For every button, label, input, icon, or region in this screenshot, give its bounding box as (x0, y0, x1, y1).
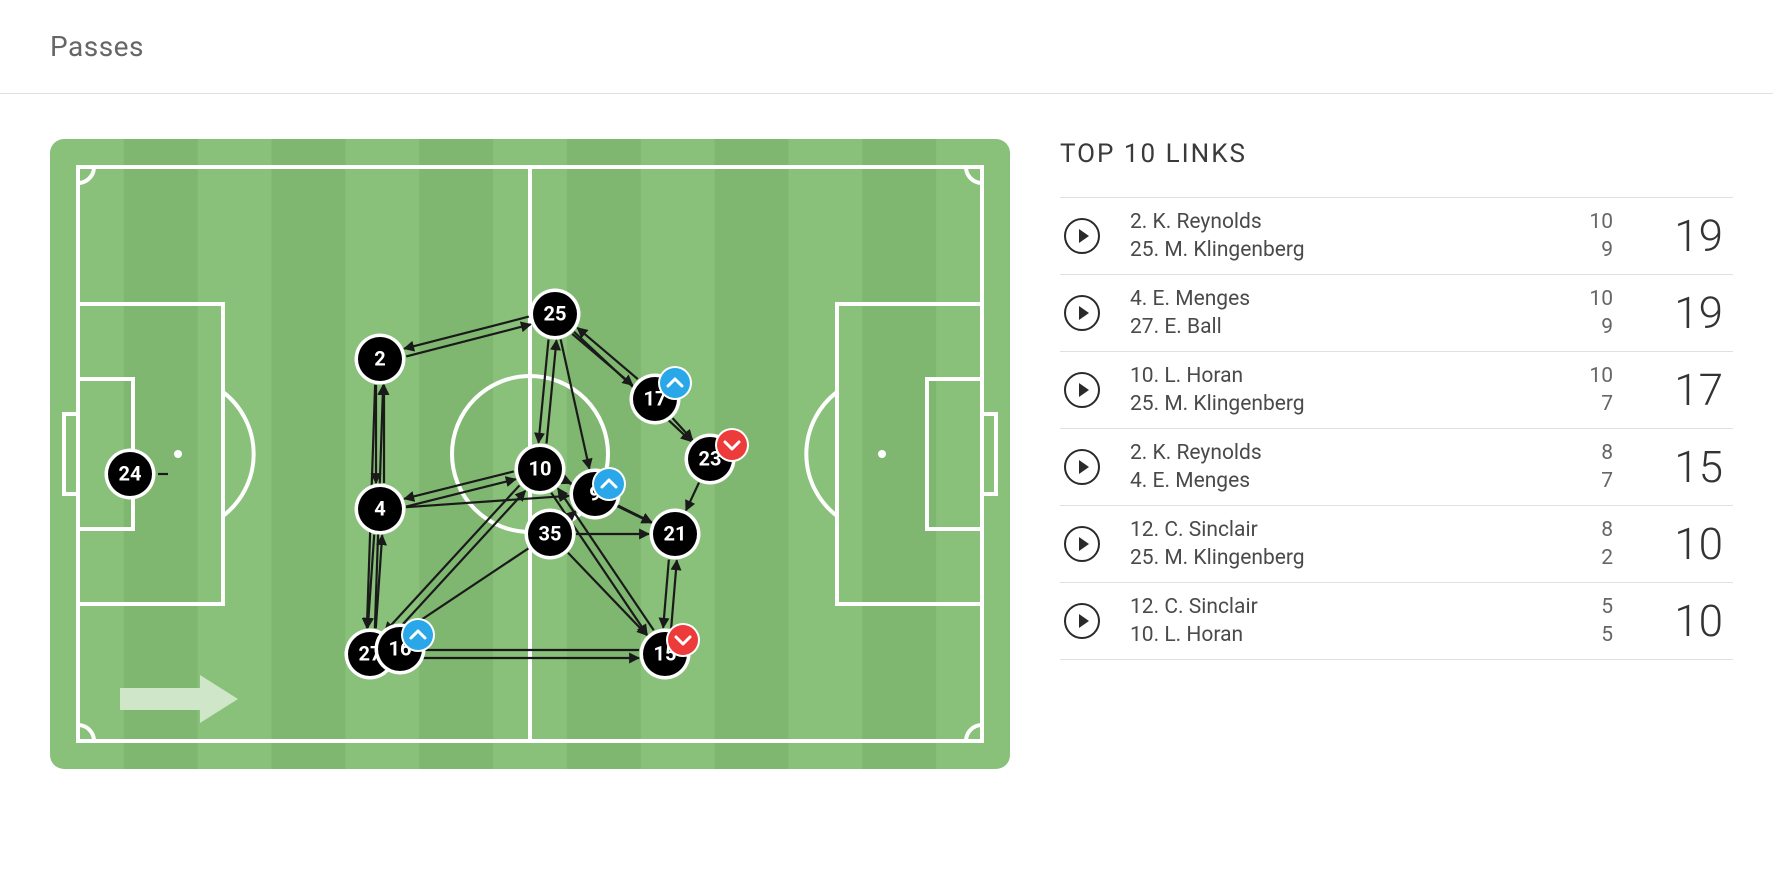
link-player-1: 4. E. Menges (1130, 287, 1577, 311)
player-node-label: 10 (529, 456, 552, 480)
link-player-1: 12. C. Sinclair (1130, 595, 1589, 619)
link-total: 17 (1653, 364, 1723, 416)
play-icon[interactable] (1064, 449, 1100, 485)
sub-in-icon (592, 467, 626, 501)
link-count-2: 9 (1601, 315, 1613, 339)
link-players: 4. E. Menges 27. E. Ball (1130, 287, 1577, 339)
link-player-2: 4. E. Menges (1130, 469, 1589, 493)
sub-in-icon (658, 366, 692, 400)
link-count-1: 8 (1601, 441, 1613, 465)
link-players: 2. K. Reynolds 25. M. Klingenberg (1130, 210, 1577, 262)
link-player-1: 10. L. Horan (1130, 364, 1577, 388)
link-player-2: 25. M. Klingenberg (1130, 238, 1577, 262)
player-node[interactable]: 21 (650, 509, 701, 560)
link-counts: 82 (1601, 518, 1613, 570)
link-player-2: 25. M. Klingenberg (1130, 392, 1577, 416)
link-player-2: 27. E. Ball (1130, 315, 1577, 339)
top-links-list: 2. K. Reynolds25. M. Klingenberg109194. … (1060, 197, 1733, 660)
play-icon[interactable] (1064, 218, 1100, 254)
link-counts: 87 (1601, 441, 1613, 493)
link-player-2: 10. L. Horan (1130, 623, 1589, 647)
page-title: Passes (50, 30, 1733, 63)
link-count-1: 10 (1589, 364, 1613, 388)
play-icon[interactable] (1064, 603, 1100, 639)
header-region: Passes (0, 0, 1773, 94)
link-count-2: 7 (1601, 392, 1613, 416)
player-node-label: 4 (374, 496, 385, 520)
pitch-svg: 24225410935172321271615 (50, 139, 1010, 769)
link-count-2: 5 (1601, 623, 1613, 647)
link-count-1: 5 (1601, 595, 1613, 619)
link-player-1: 2. K. Reynolds (1130, 210, 1577, 234)
player-node-label: 24 (119, 461, 142, 485)
sub-out-icon (666, 623, 700, 657)
link-players: 2. K. Reynolds 4. E. Menges (1130, 441, 1589, 493)
sub-out-icon (715, 428, 749, 462)
link-count-1: 8 (1601, 518, 1613, 542)
link-total: 10 (1653, 518, 1723, 570)
link-row[interactable]: 12. C. Sinclair25. M. Klingenberg8210 (1060, 506, 1733, 583)
link-player-1: 2. K. Reynolds (1130, 441, 1589, 465)
link-count-2: 9 (1601, 238, 1613, 262)
link-count-2: 7 (1601, 469, 1613, 493)
link-counts: 109 (1589, 210, 1613, 262)
link-total: 10 (1653, 595, 1723, 647)
link-row[interactable]: 2. K. Reynolds25. M. Klingenberg10919 (1060, 197, 1733, 275)
play-icon[interactable] (1064, 295, 1100, 331)
link-count-1: 10 (1589, 287, 1613, 311)
link-row[interactable]: 12. C. Sinclair10. L. Horan5510 (1060, 583, 1733, 660)
play-icon[interactable] (1064, 372, 1100, 408)
link-players: 12. C. Sinclair 10. L. Horan (1130, 595, 1589, 647)
link-count-1: 10 (1589, 210, 1613, 234)
player-node-label: 35 (539, 521, 562, 545)
player-node[interactable]: 24 (105, 449, 156, 500)
pass-network-pitch: 24225410935172321271615 (50, 139, 1010, 769)
link-player-1: 12. C. Sinclair (1130, 518, 1589, 542)
player-node[interactable]: 4 (355, 484, 406, 535)
player-node-label: 2 (374, 346, 385, 370)
sub-in-icon (401, 618, 435, 652)
top-links-title: TOP 10 LINKS (1060, 139, 1733, 169)
link-counts: 107 (1589, 364, 1613, 416)
link-row[interactable]: 4. E. Menges27. E. Ball10919 (1060, 275, 1733, 352)
player-node[interactable]: 35 (525, 509, 576, 560)
player-node[interactable]: 2 (355, 334, 406, 385)
player-node[interactable]: 25 (530, 289, 581, 340)
link-total: 19 (1653, 287, 1723, 339)
link-player-2: 25. M. Klingenberg (1130, 546, 1589, 570)
player-node[interactable]: 10 (515, 444, 566, 495)
player-node-label: 25 (544, 301, 567, 325)
link-players: 12. C. Sinclair 25. M. Klingenberg (1130, 518, 1589, 570)
player-node-label: 21 (664, 521, 687, 545)
link-count-2: 2 (1601, 546, 1613, 570)
link-total: 15 (1653, 441, 1723, 493)
link-counts: 55 (1601, 595, 1613, 647)
link-players: 10. L. Horan 25. M. Klingenberg (1130, 364, 1577, 416)
link-row[interactable]: 10. L. Horan25. M. Klingenberg10717 (1060, 352, 1733, 429)
content-region: 24225410935172321271615 TOP 10 LINKS 2. … (0, 94, 1773, 789)
link-counts: 109 (1589, 287, 1613, 339)
link-row[interactable]: 2. K. Reynolds4. E. Menges8715 (1060, 429, 1733, 506)
link-total: 19 (1653, 210, 1723, 262)
play-icon[interactable] (1064, 526, 1100, 562)
top-links-panel: TOP 10 LINKS 2. K. Reynolds 25. M. Klinge… (1060, 139, 1733, 769)
